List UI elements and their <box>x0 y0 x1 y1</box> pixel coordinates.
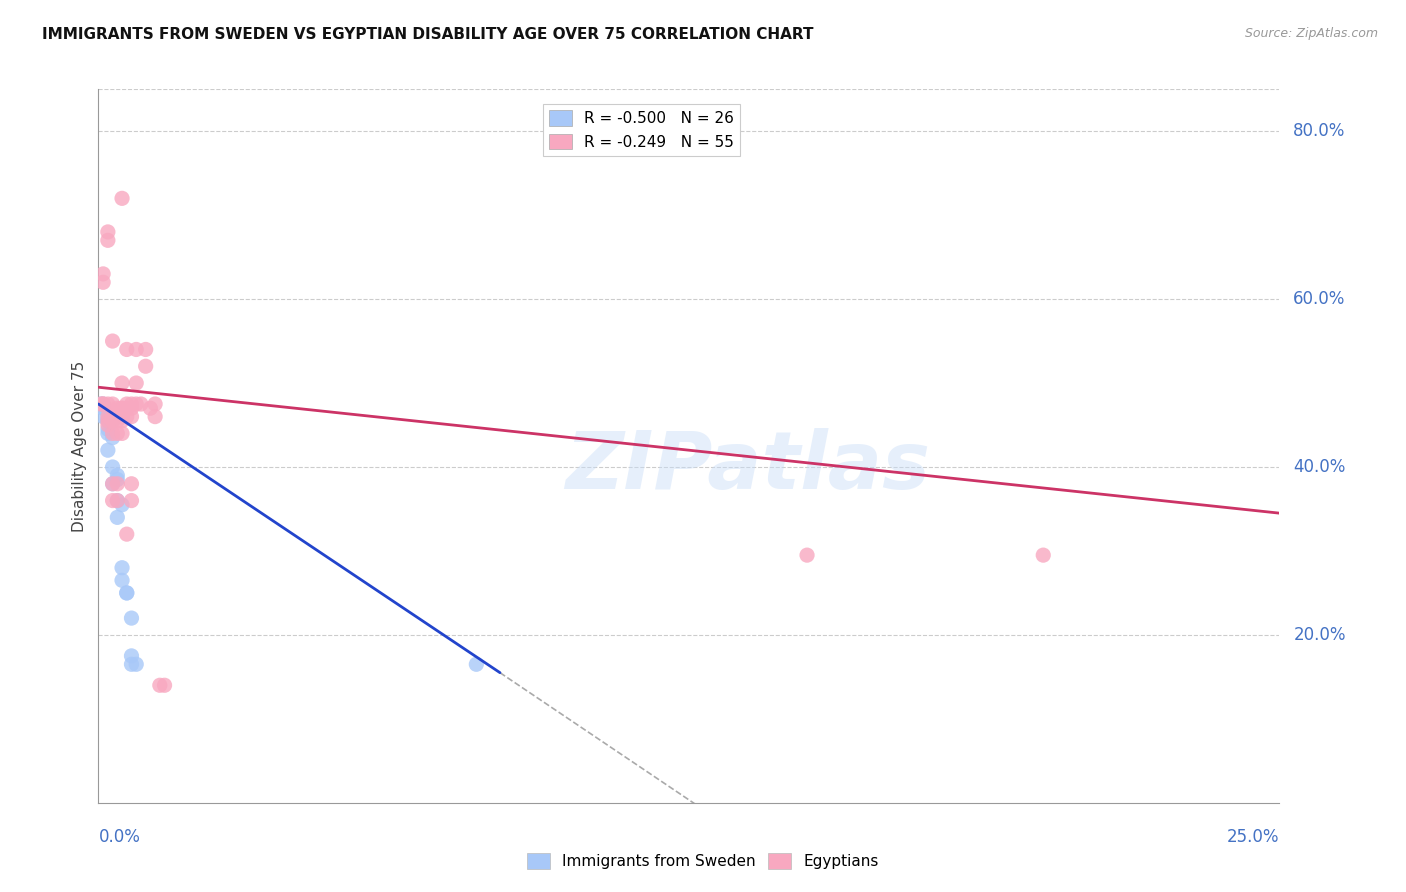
Point <box>111 414 134 428</box>
Point <box>97 414 120 428</box>
Point <box>129 397 152 411</box>
Text: IMMIGRANTS FROM SWEDEN VS EGYPTIAN DISABILITY AGE OVER 75 CORRELATION CHART: IMMIGRANTS FROM SWEDEN VS EGYPTIAN DISAB… <box>42 27 814 42</box>
Text: 40.0%: 40.0% <box>1294 458 1346 476</box>
Point <box>105 401 128 416</box>
Point <box>91 409 114 424</box>
Point <box>97 426 120 441</box>
Point <box>121 476 143 491</box>
Point <box>105 476 128 491</box>
Point <box>105 493 128 508</box>
Point <box>1032 548 1054 562</box>
Point <box>97 233 120 247</box>
Legend: Immigrants from Sweden, Egyptians: Immigrants from Sweden, Egyptians <box>522 847 884 875</box>
Point <box>97 397 120 411</box>
Point <box>125 397 148 411</box>
Point <box>91 275 114 289</box>
Text: 0.0%: 0.0% <box>98 828 141 846</box>
Point <box>111 560 134 574</box>
Point <box>115 586 138 600</box>
Legend: R = -0.500   N = 26, R = -0.249   N = 55: R = -0.500 N = 26, R = -0.249 N = 55 <box>543 104 741 156</box>
Point <box>111 498 134 512</box>
Point <box>111 376 134 390</box>
Point <box>135 343 157 357</box>
Text: 25.0%: 25.0% <box>1227 828 1279 846</box>
Point <box>97 409 120 424</box>
Point <box>115 397 138 411</box>
Point <box>91 397 114 411</box>
Y-axis label: Disability Age Over 75: Disability Age Over 75 <box>72 360 87 532</box>
Text: ZIPatlas: ZIPatlas <box>565 428 931 507</box>
Point <box>101 426 124 441</box>
Point <box>121 648 143 663</box>
Point <box>121 397 143 411</box>
Point <box>121 657 143 672</box>
Point <box>105 414 128 428</box>
Point <box>97 443 120 458</box>
Point <box>465 657 488 672</box>
Point <box>101 397 124 411</box>
Text: 60.0%: 60.0% <box>1294 290 1346 308</box>
Point <box>149 678 172 692</box>
Point <box>125 343 148 357</box>
Point <box>111 401 134 416</box>
Point <box>101 493 124 508</box>
Point <box>90 397 112 411</box>
Point <box>111 401 134 416</box>
Point <box>125 657 148 672</box>
Point <box>101 409 124 424</box>
Text: 80.0%: 80.0% <box>1294 122 1346 140</box>
Point <box>101 460 124 475</box>
Point <box>111 574 134 588</box>
Point <box>105 473 128 487</box>
Point <box>125 376 148 390</box>
Point <box>796 548 818 562</box>
Point <box>101 414 124 428</box>
Point <box>153 678 176 692</box>
Point <box>139 401 162 416</box>
Point <box>105 510 128 524</box>
Point <box>115 401 138 416</box>
Point <box>91 401 114 416</box>
Point <box>111 409 134 424</box>
Point <box>135 359 157 374</box>
Point <box>101 476 124 491</box>
Point <box>143 409 166 424</box>
Point <box>101 431 124 445</box>
Text: 20.0%: 20.0% <box>1294 626 1346 644</box>
Point <box>121 401 143 416</box>
Point <box>111 191 134 205</box>
Point <box>121 611 143 625</box>
Point <box>105 426 128 441</box>
Point <box>115 343 138 357</box>
Point <box>115 527 138 541</box>
Point <box>97 422 120 436</box>
Point <box>90 397 112 411</box>
Point <box>115 409 138 424</box>
Point <box>105 409 128 424</box>
Point <box>101 476 124 491</box>
Point <box>101 334 124 348</box>
Text: Source: ZipAtlas.com: Source: ZipAtlas.com <box>1244 27 1378 40</box>
Point <box>111 426 134 441</box>
Point <box>105 468 128 483</box>
Point <box>91 397 114 411</box>
Point <box>91 267 114 281</box>
Point <box>121 493 143 508</box>
Point <box>101 414 124 428</box>
Point <box>115 586 138 600</box>
Point <box>105 493 128 508</box>
Point <box>97 417 120 432</box>
Point <box>97 225 120 239</box>
Point <box>97 414 120 428</box>
Point <box>91 397 114 411</box>
Point <box>143 397 166 411</box>
Point <box>121 409 143 424</box>
Point <box>111 409 134 424</box>
